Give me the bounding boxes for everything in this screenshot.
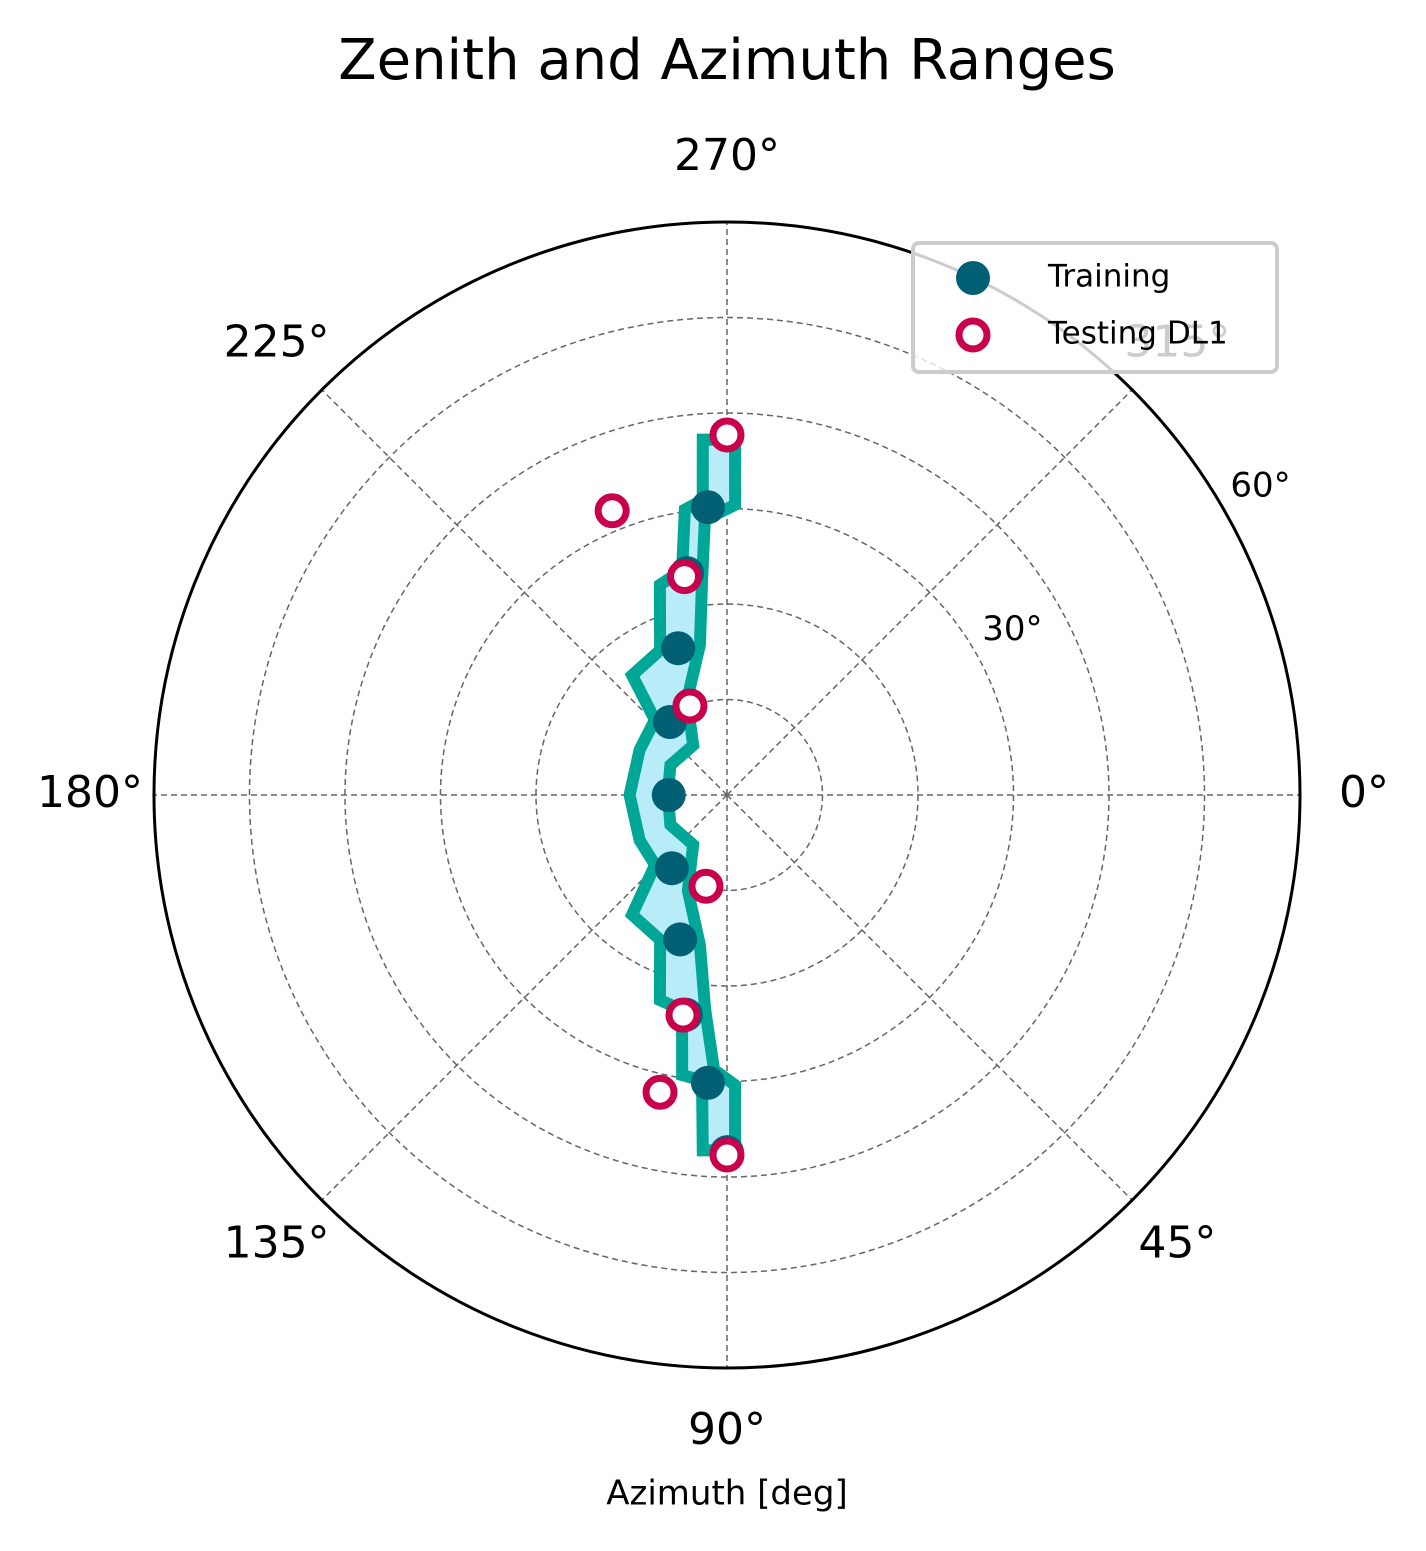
open-marker — [665, 997, 701, 1033]
radial-tick-label: 60° — [1230, 466, 1290, 506]
filled-marker — [651, 778, 686, 812]
angle-tick-label: 225° — [224, 317, 330, 368]
open-marker — [709, 1137, 745, 1173]
grid-spoke — [726, 794, 1133, 1201]
angle-tick-label: 135° — [224, 1217, 330, 1268]
legend-box — [911, 241, 1279, 374]
legend: Training Testing DL1 — [911, 241, 1279, 374]
open-marker — [642, 1074, 678, 1110]
angle-tick-label: 0° — [1339, 767, 1389, 818]
filled-marker — [654, 851, 689, 886]
angle-tick-label: 45° — [1138, 1217, 1216, 1268]
open-marker — [667, 559, 703, 595]
grid-circle — [248, 316, 1206, 1274]
open-marker — [709, 417, 745, 453]
filled-marker — [690, 1065, 725, 1100]
legend-label: Testing DL1 — [1047, 316, 1228, 352]
legend-marker — [956, 261, 990, 295]
radial-tick-label: 30° — [982, 609, 1042, 649]
filled-marker — [661, 631, 696, 666]
open-marker — [688, 868, 724, 904]
angle-tick-label: 90° — [688, 1404, 766, 1455]
angle-tick-label: 180° — [37, 767, 143, 818]
legend-marker — [955, 317, 991, 353]
angle-tick-label: 270° — [674, 130, 780, 181]
open-marker — [594, 493, 630, 529]
outer-circle — [152, 220, 1302, 1370]
filled-marker — [690, 490, 725, 525]
x-axis-label: Azimuth [deg] — [606, 1474, 848, 1514]
grid-circle — [439, 507, 1015, 1083]
grid-spoke — [726, 389, 1133, 796]
filled-marker — [663, 922, 698, 957]
legend-label: Training — [1047, 259, 1170, 295]
open-marker — [672, 688, 708, 724]
chart-title: Zenith and Azimuth Ranges — [338, 28, 1116, 93]
